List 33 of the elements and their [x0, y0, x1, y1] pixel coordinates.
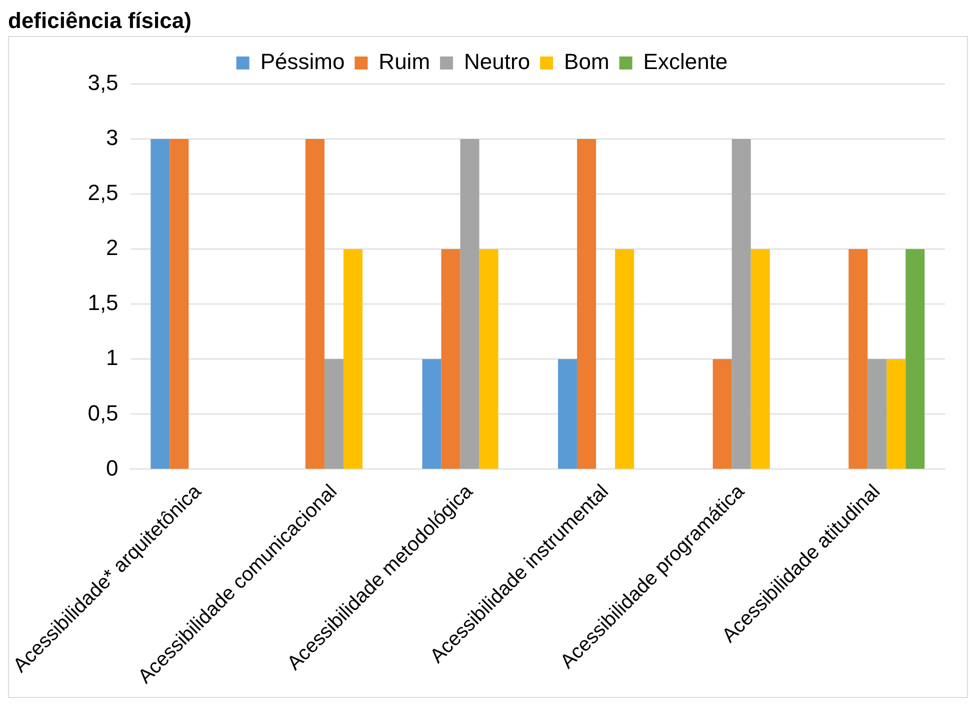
bar [750, 249, 770, 469]
y-tick-label: 3 [106, 125, 118, 150]
legend-label: Neutro [464, 49, 530, 74]
y-tick-label: 0,5 [88, 400, 118, 426]
bar [712, 359, 732, 469]
legend-label: Exclente [643, 49, 728, 74]
chart-title: deficiência física) [8, 8, 192, 34]
y-tick-label: 3,5 [88, 70, 118, 96]
bar [615, 249, 634, 469]
bar [558, 359, 578, 469]
y-tick-label: 0 [106, 455, 118, 480]
bar [305, 139, 324, 469]
bar [170, 139, 189, 469]
bar [868, 359, 887, 469]
bar [906, 249, 925, 469]
bar [479, 249, 498, 469]
y-tick-label: 1 [106, 345, 118, 370]
bar [324, 359, 344, 469]
y-tick-label: 2 [106, 235, 118, 260]
y-tick-label: 1,5 [88, 290, 118, 316]
bar [422, 359, 442, 469]
bar [441, 249, 460, 469]
legend-label: Bom [564, 49, 610, 74]
bar [848, 249, 868, 469]
bar [732, 139, 751, 469]
legend-label: Ruim [378, 49, 430, 74]
y-tick-label: 2,5 [88, 180, 118, 206]
bar [577, 139, 596, 469]
bar [150, 139, 170, 469]
bar [343, 249, 362, 469]
legend-label: Péssimo [260, 49, 345, 74]
bar [460, 139, 480, 469]
bar [886, 359, 906, 469]
